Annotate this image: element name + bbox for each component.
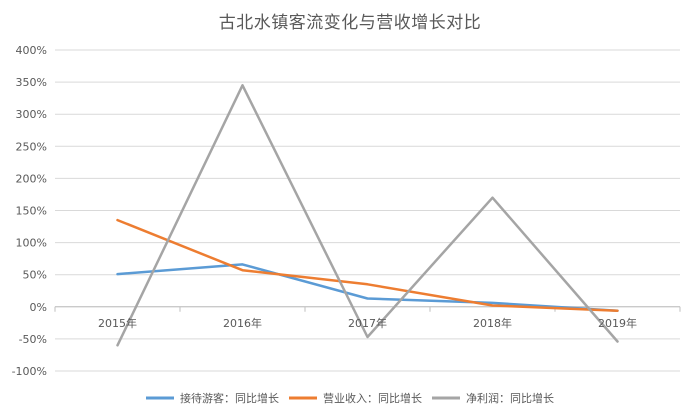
series-line-1	[116, 263, 619, 312]
y-tick-label: -100%	[12, 365, 47, 378]
y-tick-label: 300%	[16, 108, 47, 121]
y-tick-label: -50%	[19, 333, 47, 346]
y-tick-label: 250%	[16, 140, 47, 153]
series-line-2	[116, 218, 619, 312]
y-tick-label: 400%	[16, 44, 47, 57]
x-tick-label: 2018年	[473, 316, 512, 330]
y-tick-label: 150%	[16, 205, 47, 218]
y-tick-label: 100%	[16, 237, 47, 250]
y-tick-label: 0%	[30, 301, 47, 314]
y-tick-label: 350%	[16, 76, 47, 89]
y-tick-label: 50%	[23, 269, 47, 282]
y-tick-label: 200%	[16, 172, 47, 185]
chart-title: 古北水镇客流变化与营收增长对比	[218, 13, 482, 33]
x-tick-label: 2019年	[598, 316, 637, 330]
legend-label-1: 接待游客：同比增长	[180, 391, 279, 405]
series-line-3	[116, 84, 619, 347]
legend-label-2: 营业收入：同比增长	[323, 391, 422, 405]
legend-label-3: 净利润：同比增长	[466, 391, 554, 405]
x-tick-label: 2015年	[98, 316, 137, 330]
x-tick-label: 2017年	[348, 316, 387, 330]
x-tick-label: 2016年	[223, 316, 262, 330]
